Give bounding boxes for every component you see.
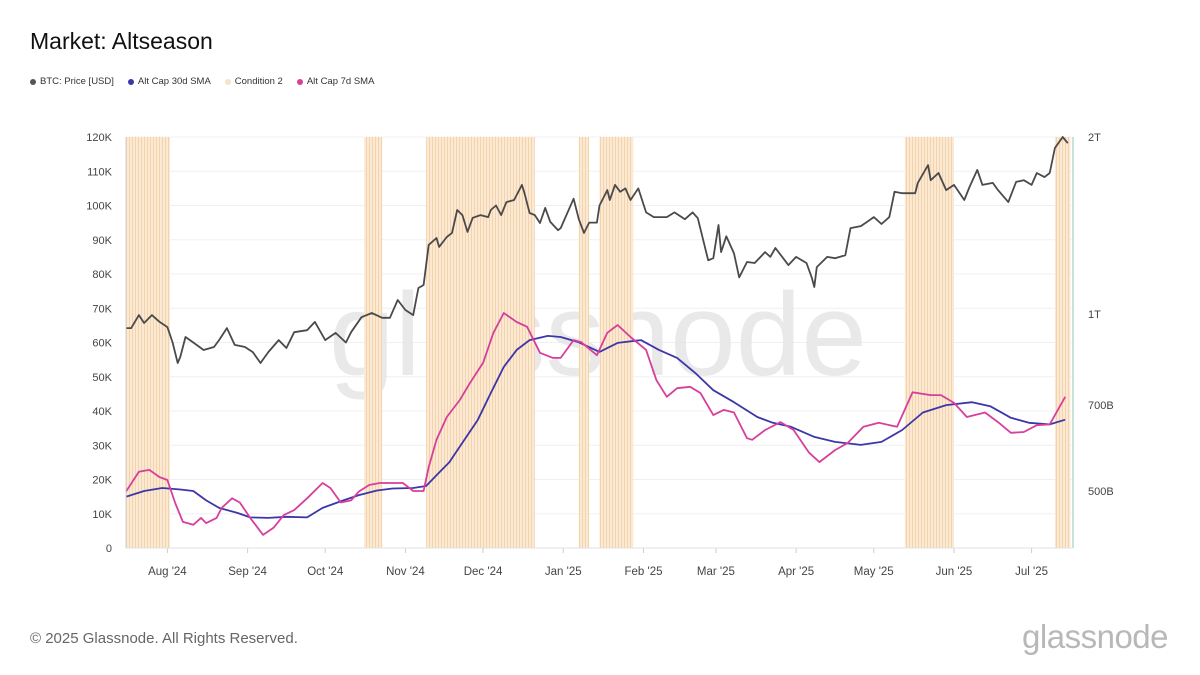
y-left-tick-label: 0 (106, 543, 112, 555)
btc-price-line (126, 136, 1069, 364)
y-left-tick-label: 120K (86, 132, 112, 144)
y-right-tick-label: 700B (1088, 400, 1114, 412)
x-tick-label: Sep '24 (228, 566, 267, 578)
legend-item-alt-cap-7d[interactable]: Alt Cap 7d SMA (296, 76, 375, 87)
y-left-tick-label: 70K (92, 303, 112, 315)
x-tick-label: Oct '24 (307, 566, 344, 578)
y-left-tick-label: 40K (92, 406, 112, 418)
x-tick-label: May '25 (854, 566, 894, 578)
y-left-tick-label: 80K (92, 269, 112, 281)
x-tick-label: Jun '25 (936, 566, 973, 578)
series-lines (125, 136, 1069, 536)
x-tick-label: Aug '24 (148, 566, 187, 578)
y-right-tick-label: 500B (1088, 486, 1114, 498)
y-left-tick-label: 50K (92, 372, 112, 384)
x-tick-label: Mar '25 (697, 566, 735, 578)
x-tick-label: Apr '25 (778, 566, 814, 578)
x-tick-label: Jul '25 (1015, 566, 1048, 578)
legend-label: BTC: Price [USD] (40, 76, 114, 87)
y-left-tick-label: 60K (92, 338, 112, 350)
y-left-tick-label: 10K (92, 509, 112, 521)
watermark: glassnode (329, 269, 867, 401)
condition-2-band (1054, 137, 1071, 548)
legend-label: Alt Cap 30d SMA (137, 76, 211, 87)
page-title: Market: Altseason (30, 28, 213, 54)
condition-2-band (126, 137, 170, 548)
copyright-footer: © 2025 Glassnode. All Rights Reserved. (30, 630, 298, 647)
legend-dot-icon (224, 78, 231, 85)
y-left-tick-label: 20K (92, 475, 112, 487)
legend-dot-icon (127, 78, 134, 85)
legend: BTC: Price [USD] Alt Cap 30d SMA Conditi… (30, 76, 374, 87)
legend-dot-icon (296, 78, 303, 85)
alt-cap-7d-sma-line (125, 312, 1066, 536)
y-left-tick-label: 100K (86, 201, 112, 213)
y-left-tick-label: 90K (92, 235, 112, 247)
legend-item-alt-cap-30d[interactable]: Alt Cap 30d SMA (127, 76, 211, 87)
x-tick-label: Jan '25 (545, 566, 582, 578)
condition-2-band (426, 137, 535, 548)
alt-cap-30d-sma-line (125, 335, 1066, 519)
y-left-tick-label: 30K (92, 440, 112, 452)
axes: 0 10K 20K 30K 40K 50K 60K 70K 80K 90K 100K 110K 120K… (86, 132, 1113, 578)
legend-item-condition-2[interactable]: Condition 2 (224, 76, 283, 87)
x-tick-label: Feb '25 (624, 566, 662, 578)
legend-label: Condition 2 (234, 76, 283, 87)
y-right-tick-label: 1T (1088, 309, 1101, 321)
y-left-tick-label: 110K (87, 166, 113, 178)
legend-label: Alt Cap 7d SMA (306, 76, 375, 87)
legend-dot-icon (30, 78, 36, 85)
x-tick-label: Dec '24 (464, 566, 503, 578)
x-tick-label: Nov '24 (386, 566, 425, 578)
glassnode-logo: glassnode (1022, 618, 1168, 655)
condition-2-band (364, 137, 383, 548)
condition-2-band (578, 137, 590, 548)
legend-item-btc-price[interactable]: BTC: Price [USD] (30, 76, 114, 87)
condition-2-band (904, 137, 954, 548)
condition-2-bands (126, 137, 1071, 548)
y-right-tick-label: 2T (1088, 132, 1101, 144)
